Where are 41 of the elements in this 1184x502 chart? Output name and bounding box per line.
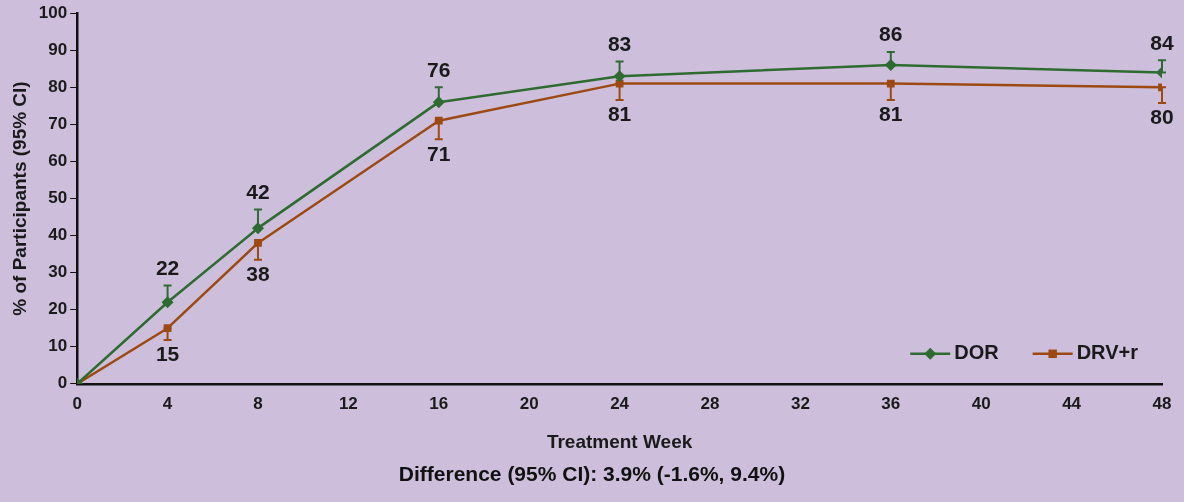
y-tick-label: 0 bbox=[57, 373, 68, 393]
data-label: 15 bbox=[155, 342, 180, 366]
x-axis-title: Treatment Week bbox=[546, 430, 693, 452]
legend-label: DOR bbox=[954, 341, 1000, 364]
data-label: 80 bbox=[1150, 105, 1174, 129]
y-tick-label: 60 bbox=[48, 151, 68, 171]
data-label: 42 bbox=[246, 179, 270, 203]
y-tick-label: 30 bbox=[48, 262, 68, 282]
data-label: 86 bbox=[879, 22, 903, 46]
x-tick-label: 32 bbox=[790, 393, 810, 413]
x-tick-label: 0 bbox=[72, 393, 82, 413]
x-tick-label: 20 bbox=[519, 393, 539, 413]
x-tick-label: 12 bbox=[338, 393, 358, 413]
x-tick-label: 16 bbox=[429, 393, 449, 413]
x-tick-label: 24 bbox=[610, 393, 630, 413]
x-tick-label: 44 bbox=[1062, 393, 1082, 413]
y-tick-label: 10 bbox=[48, 336, 68, 356]
data-label: 38 bbox=[246, 261, 270, 285]
data-label: 71 bbox=[427, 141, 451, 165]
text: Difference (95% CI): 3.9% (-1.6%, 9.4%) bbox=[397, 462, 787, 486]
data-label: 22 bbox=[155, 255, 180, 279]
y-tick-label: 100 bbox=[38, 2, 68, 22]
x-tick-label: 8 bbox=[253, 393, 263, 413]
data-label: 81 bbox=[607, 102, 632, 126]
y-tick-label: 50 bbox=[48, 188, 68, 208]
y-tick-label: 40 bbox=[48, 225, 68, 245]
y-tick-label: 80 bbox=[48, 77, 68, 97]
y-axis-title: % of Participants (95% CI) bbox=[8, 81, 30, 316]
y-tick-label: 20 bbox=[48, 299, 68, 319]
x-tick-label: 48 bbox=[1152, 393, 1172, 413]
data-label: 76 bbox=[427, 57, 451, 81]
x-tick-label: 4 bbox=[162, 393, 173, 413]
y-tick-label: 90 bbox=[48, 39, 68, 59]
data-label: 81 bbox=[879, 102, 903, 126]
x-tick-label: 40 bbox=[971, 393, 991, 413]
y-tick-label: 70 bbox=[48, 114, 68, 134]
data-label: 84 bbox=[1150, 30, 1174, 54]
legend-label: DRV+r bbox=[1076, 341, 1139, 364]
data-label: 83 bbox=[607, 31, 632, 55]
x-tick-label: 36 bbox=[881, 393, 901, 413]
x-tick-label: 28 bbox=[700, 393, 720, 413]
